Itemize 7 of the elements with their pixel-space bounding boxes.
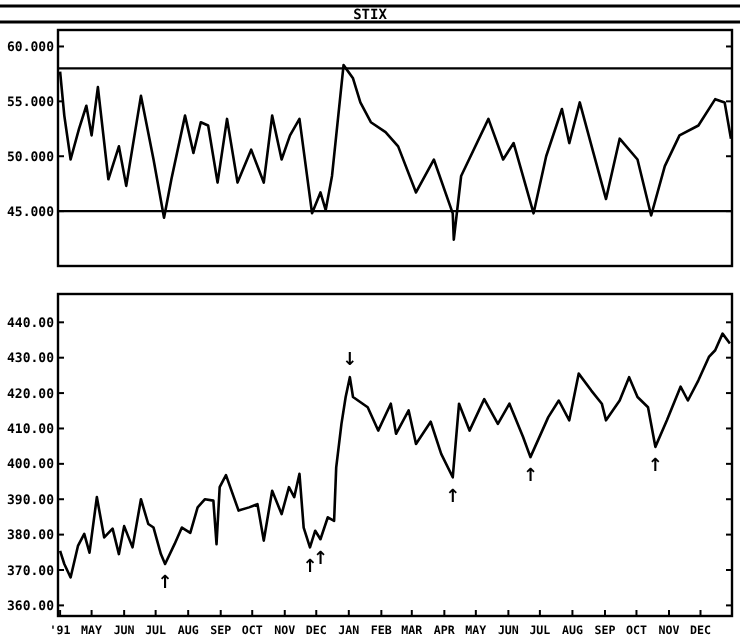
annotation: ↑ — [522, 467, 538, 488]
annotation: ↑ — [302, 557, 318, 578]
annotation: ↓ — [342, 351, 358, 372]
annotation: ↑ — [312, 549, 329, 570]
annotation: ↑ — [647, 457, 663, 478]
annotation: ↑ — [157, 574, 173, 595]
annotation: ↑ — [445, 487, 461, 508]
